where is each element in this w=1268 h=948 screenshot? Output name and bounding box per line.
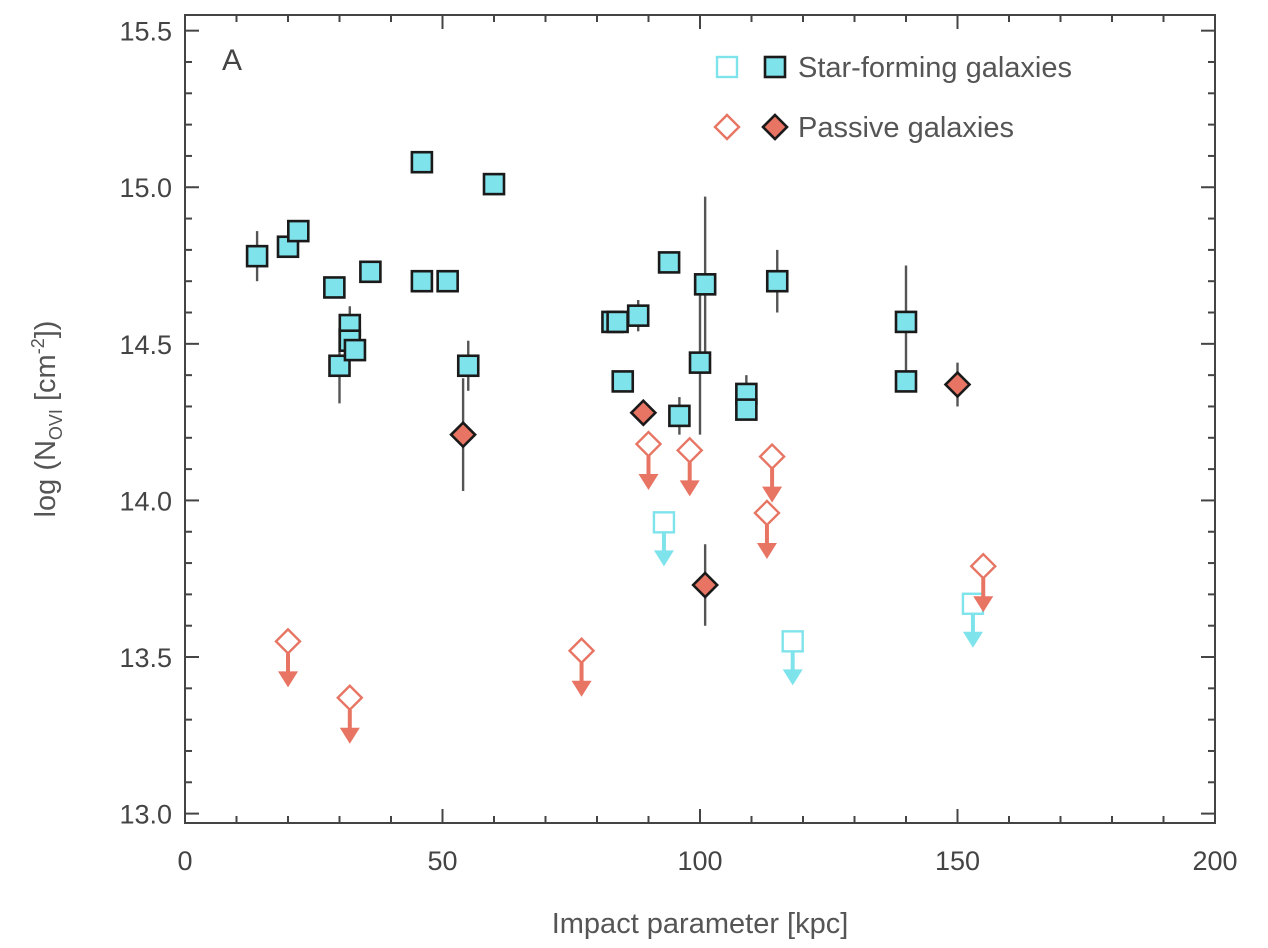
star-forming-marker xyxy=(436,269,459,293)
tick-labels: 0 50 100 150 200 13.0 13.5 14.0 14.5 15.0 15.5 xyxy=(119,17,1237,876)
upper-limit-arrow-head xyxy=(962,631,983,648)
upper-limit-arrow-head xyxy=(782,669,803,686)
star-forming-marker xyxy=(735,398,758,421)
passive-upper-limit-marker xyxy=(336,684,364,712)
upper-limit-arrow-head xyxy=(653,550,674,567)
legend-label: Star-forming galaxies xyxy=(798,52,1072,84)
star-forming-marker xyxy=(657,251,681,274)
passive-upper-limit-marker xyxy=(969,552,997,580)
panel-label: A xyxy=(222,44,242,77)
passive-upper-limit-marker xyxy=(753,499,781,527)
passive-upper-limit-marker xyxy=(274,627,302,656)
y-axis-label-suffix: ]) xyxy=(30,321,62,339)
passive-marker xyxy=(943,370,972,399)
star-forming-marker xyxy=(765,269,789,293)
star-forming-marker xyxy=(359,260,382,284)
upper-limit-arrow-head xyxy=(638,474,659,491)
x-axis-label: Impact parameter [kpc] xyxy=(552,908,849,940)
upper-limit-arrow-head xyxy=(756,542,777,559)
star-forming-marker xyxy=(343,338,367,362)
upper-limit-arrow-head xyxy=(762,486,783,503)
star-forming-marker xyxy=(611,370,635,393)
passive-upper-limit-marker xyxy=(758,442,786,471)
y-tick-label: 14.0 xyxy=(119,486,172,516)
y-tick-label: 14.5 xyxy=(119,330,172,360)
star-forming-marker xyxy=(410,150,434,174)
x-tick-label: 0 xyxy=(177,846,192,876)
star-forming-marker xyxy=(693,273,717,296)
y-axis-label: log (NOVI [cm-2]) xyxy=(28,321,66,518)
y-axis-label-mid: [cm xyxy=(30,354,62,409)
star-forming-marker xyxy=(323,276,346,299)
upper-limit-arrow-head xyxy=(679,480,700,497)
upper-limit-arrow-head xyxy=(571,680,592,697)
star-forming-marker xyxy=(456,354,480,378)
y-tick-label: 15.5 xyxy=(119,17,172,47)
upper-limit-arrow-head xyxy=(973,596,994,613)
y-tick-label: 15.0 xyxy=(119,173,172,203)
star-forming-marker xyxy=(245,244,269,268)
upper-limit-arrow-head xyxy=(278,671,298,688)
data-markers xyxy=(245,150,997,744)
star-forming-marker xyxy=(894,370,918,393)
star-forming-marker xyxy=(482,172,506,196)
y-axis-label-sup: -2 xyxy=(28,338,48,354)
legend-open-square-marker xyxy=(715,55,739,79)
x-tick-label: 50 xyxy=(427,846,457,876)
y-axis-label-sub: OVI xyxy=(46,409,66,440)
legend-open-diamond-marker xyxy=(713,113,741,141)
legend-filled-diamond-marker xyxy=(761,113,789,141)
star-forming-marker xyxy=(286,219,310,243)
y-tick-label: 13.5 xyxy=(119,643,172,673)
star-forming-marker xyxy=(626,304,650,327)
star-forming-marker xyxy=(668,404,691,428)
star-forming-upper-limit-marker xyxy=(781,630,804,653)
legend-filled-square-marker xyxy=(763,55,787,79)
axis-ticks xyxy=(184,15,1216,823)
passive-upper-limit-marker xyxy=(676,436,704,465)
star-forming-marker xyxy=(894,310,918,334)
passive-marker xyxy=(691,571,719,599)
star-forming-upper-limit-marker xyxy=(652,511,676,534)
legend-label: Passive galaxies xyxy=(798,112,1014,144)
passive-upper-limit-marker xyxy=(634,430,663,458)
y-axis-label-prefix: log (N xyxy=(30,440,62,517)
passive-marker xyxy=(449,420,477,449)
x-tick-label: 150 xyxy=(935,846,980,876)
passive-upper-limit-marker xyxy=(567,637,596,665)
passive-marker xyxy=(629,398,658,427)
x-tick-label: 100 xyxy=(677,846,722,876)
x-tick-label: 200 xyxy=(1192,846,1237,876)
star-forming-marker xyxy=(606,310,629,334)
star-forming-marker xyxy=(688,351,712,374)
legend: Star-forming galaxies Passive galaxies xyxy=(713,52,1072,144)
y-tick-label: 13.0 xyxy=(119,800,172,830)
star-forming-marker xyxy=(410,269,434,293)
upper-limit-arrow-head xyxy=(339,727,360,744)
